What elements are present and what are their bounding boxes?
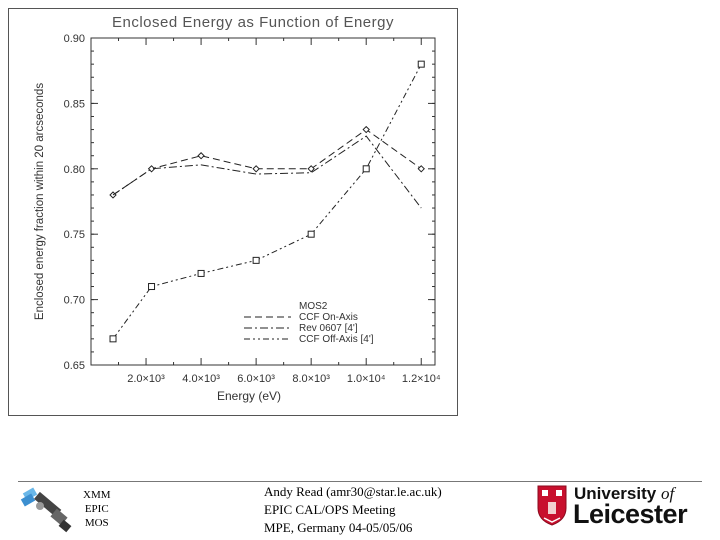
y-tick-label: 0.70 [64, 295, 85, 307]
data-point-square [417, 60, 425, 68]
footer-divider [18, 481, 702, 482]
y-axis-label: Enclosed energy fraction within 20 arcse… [34, 83, 46, 320]
university-word: University [574, 484, 657, 503]
x-tick-label: 8.0×10³ [292, 373, 330, 385]
meeting-line: EPIC CAL/OPS Meeting [264, 502, 396, 517]
meeting-info: Andy Read (amr30@star.le.ac.uk) EPIC CAL… [264, 483, 442, 537]
x-tick-label: 6.0×10³ [237, 373, 275, 385]
data-point-diamond [362, 125, 370, 134]
y-tick-label: 0.65 [64, 360, 85, 372]
xmm-satellite-icon [20, 487, 72, 533]
chart-title: Enclosed Energy as Function of Energy [112, 14, 394, 31]
author-line: Andy Read (amr30@star.le.ac.uk) [264, 484, 442, 499]
x-tick-label: 4.0×10³ [182, 373, 220, 385]
mission-line: EPIC [84, 503, 109, 515]
data-point-square [307, 230, 315, 238]
x-axis-label: Energy (eV) [217, 389, 281, 403]
mission-line: MOS [84, 517, 109, 529]
chart-svg: Enclosed Energy as Function of Energy 0.6… [34, 14, 441, 403]
legend-title: MOS2 [299, 301, 328, 312]
series-line [112, 63, 422, 340]
data-point-square [148, 283, 156, 291]
data-point-diamond [417, 165, 425, 173]
data-point-square [362, 165, 370, 173]
university-logo: University of Leicester [536, 484, 706, 530]
y-tick-label: 0.75 [64, 229, 85, 241]
series-line [112, 128, 422, 196]
plot-frame [90, 37, 436, 366]
mission-line: XMM [83, 489, 111, 501]
x-tick-label: 1.2×10⁴ [402, 373, 441, 385]
university-city: Leicester [573, 499, 688, 529]
chart-figure: Enclosed Energy as Function of Energy 0.6… [8, 8, 458, 416]
university-crest-icon [537, 485, 567, 526]
legend-entry: Rev 0607 [4'] [299, 323, 358, 334]
university-of: of [660, 484, 675, 503]
legend-entry: CCF On-Axis [299, 312, 358, 323]
x-tick-label: 2.0×10³ [127, 373, 165, 385]
y-tick-label: 0.80 [64, 164, 85, 176]
venue-line: MPE, Germany 04-05/05/06 [264, 520, 413, 535]
data-point-square [252, 256, 260, 264]
mission-label: XMM EPIC MOS [83, 488, 111, 530]
data-point-square [197, 269, 205, 277]
y-tick-label: 0.85 [64, 98, 85, 110]
data-point-diamond [252, 165, 260, 173]
data-point-diamond [197, 152, 205, 160]
x-tick-label: 1.0×10⁴ [347, 373, 386, 385]
y-tick-label: 0.90 [64, 33, 85, 45]
university-name: University of [574, 484, 674, 504]
data-point-diamond [307, 165, 315, 173]
series-line [112, 135, 422, 209]
legend-entry: CCF Off-Axis [4'] [299, 334, 374, 345]
data-point-square [109, 335, 117, 343]
